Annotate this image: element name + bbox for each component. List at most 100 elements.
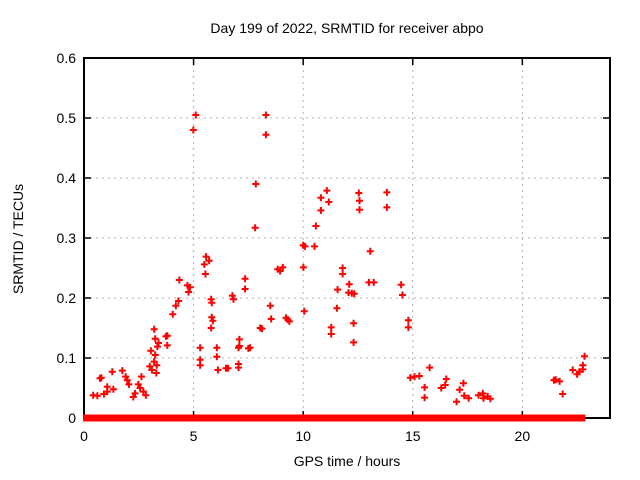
- scatter-point: [214, 366, 222, 374]
- zero-row-segment: [208, 414, 218, 422]
- scatter-point: [317, 194, 325, 202]
- scatter-point: [213, 344, 221, 352]
- scatter-point: [480, 394, 488, 402]
- scatter-point: [575, 368, 583, 376]
- x-tick-label: 20: [515, 428, 531, 444]
- scatter-point: [207, 324, 215, 332]
- zero-row-segment: [559, 414, 576, 422]
- scatter-point: [235, 364, 243, 372]
- scatter-point: [150, 325, 158, 333]
- scatter-point: [311, 242, 319, 250]
- scatter-point: [350, 319, 358, 327]
- scatter-point: [146, 362, 154, 370]
- scatter-point: [350, 290, 358, 298]
- y-tick-label: 0.6: [57, 50, 77, 66]
- scatter-point: [213, 353, 221, 361]
- scatter-point: [185, 288, 193, 296]
- scatter-point: [202, 253, 210, 261]
- scatter-point: [258, 325, 266, 333]
- scatter-point: [569, 366, 577, 374]
- zero-row-segment: [574, 414, 586, 422]
- zero-row-segment: [83, 414, 91, 422]
- zero-row-segment: [138, 414, 160, 422]
- scatter-point: [153, 343, 161, 351]
- scatter-point: [459, 379, 467, 387]
- y-tick-label: 0.2: [57, 290, 77, 306]
- scatter-point: [125, 380, 133, 388]
- scatter-point: [189, 126, 197, 134]
- zero-row-segment: [165, 414, 176, 422]
- scatter-point: [415, 372, 423, 380]
- scatter-point: [453, 398, 461, 406]
- scatter-point: [123, 376, 131, 384]
- zero-row-segment: [215, 414, 232, 422]
- scatter-point: [325, 198, 333, 206]
- zero-row-segment: [486, 414, 499, 422]
- zero-row-segment: [174, 414, 192, 422]
- zero-row-segment: [528, 414, 543, 422]
- scatter-point: [131, 389, 139, 397]
- scatter-point: [285, 317, 293, 325]
- zero-row-segment: [496, 414, 515, 422]
- x-tick-label: 10: [295, 428, 311, 444]
- scatter-point: [556, 377, 564, 385]
- scatter-point: [228, 292, 236, 300]
- zero-row-segment: [157, 414, 168, 422]
- scatter-point: [355, 206, 363, 214]
- zero-row-segment: [339, 414, 357, 422]
- zero-row-segment: [189, 414, 210, 422]
- scatter-point: [460, 392, 468, 400]
- scatter-point: [355, 197, 363, 205]
- scatter-point: [345, 280, 353, 288]
- scatter-point: [559, 390, 567, 398]
- zero-row-segment: [229, 414, 244, 422]
- scatter-point: [151, 335, 159, 343]
- scatter-point: [251, 224, 259, 232]
- zero-row-segment: [512, 414, 530, 422]
- scatter-point: [279, 263, 287, 271]
- scatter-point: [229, 295, 237, 303]
- zero-row-segment: [280, 414, 298, 422]
- chart-title: Day 199 of 2022, SRMTID for receiver abp…: [210, 20, 484, 36]
- scatter-point: [421, 394, 429, 402]
- scatter-point: [421, 383, 429, 391]
- zero-row-segment: [420, 414, 440, 422]
- zero-row-segment: [471, 414, 489, 422]
- zero-row-segment: [541, 414, 550, 422]
- x-tick-label: 15: [405, 428, 421, 444]
- scatter-point: [209, 317, 217, 325]
- zero-row-segment: [295, 414, 310, 422]
- zero-row-segment: [547, 414, 562, 422]
- scatter-point: [169, 310, 177, 318]
- zero-row-segment: [101, 414, 120, 422]
- scatter-point: [301, 242, 309, 250]
- scatter-point: [404, 323, 412, 331]
- scatter-point: [174, 297, 182, 305]
- scatter-point: [262, 111, 270, 119]
- scatter-point: [252, 180, 260, 188]
- scatter-point: [299, 263, 307, 271]
- scatter-point: [437, 384, 445, 392]
- scatter-point: [404, 316, 412, 324]
- zero-row-segment: [88, 414, 97, 422]
- scatter-point: [339, 264, 347, 272]
- scatter-point: [426, 364, 434, 372]
- zero-row-segment: [130, 414, 141, 422]
- scatter-point: [456, 386, 464, 394]
- scatter-point: [333, 304, 341, 312]
- scatter-point: [323, 187, 331, 195]
- scatter-point: [441, 381, 449, 389]
- zero-row-segment: [118, 414, 133, 422]
- scatter-point: [109, 385, 117, 393]
- scatter-point: [241, 285, 249, 293]
- scatter-point: [152, 369, 160, 377]
- zero-row-segment: [408, 414, 423, 422]
- scatter-point: [276, 267, 284, 275]
- zero-row-segment: [453, 414, 473, 422]
- scatter-point: [224, 364, 232, 372]
- scatter-point: [383, 188, 391, 196]
- scatter-point: [266, 302, 274, 310]
- scatter-point: [235, 342, 243, 350]
